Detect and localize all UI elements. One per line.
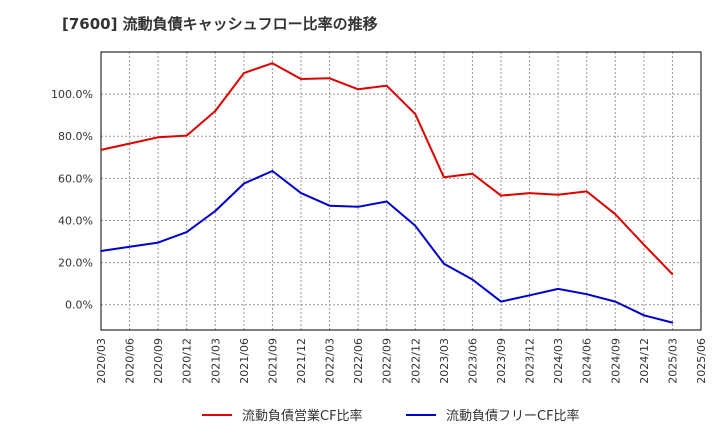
x-tick-label: 2020/03: [95, 338, 108, 384]
data-point: [385, 84, 388, 87]
x-tick-label: 2022/09: [381, 338, 394, 384]
data-point: [357, 205, 359, 208]
data-point: [671, 273, 674, 275]
x-axis-ticks: 2020/03 2020/06 2020/09 2020/12 2021/03 2021/…: [95, 338, 708, 384]
data-point: [100, 250, 102, 252]
legend-item-operating-cf: 流動負債営業CF比率: [202, 405, 363, 424]
data-point: [614, 213, 617, 215]
data-point: [185, 231, 188, 233]
data-point: [614, 300, 617, 303]
data-point: [585, 293, 588, 295]
y-tick-label: 0.0%: [65, 299, 93, 312]
x-tick-label: 2024/12: [638, 338, 651, 384]
x-tick-label: 2025/06: [695, 338, 708, 384]
x-tick-label: 2023/12: [524, 338, 537, 384]
data-point: [471, 278, 474, 281]
x-tick-label: 2021/03: [209, 338, 222, 384]
data-point: [414, 113, 417, 115]
data-point: [500, 194, 502, 197]
x-tick-label: 2020/06: [124, 338, 137, 384]
data-point: [585, 190, 588, 193]
data-point: [328, 204, 331, 207]
data-point: [528, 294, 531, 297]
grid-lines: [100, 52, 702, 330]
plot-frame: [100, 51, 702, 331]
data-point: [357, 88, 359, 91]
data-point: [271, 62, 274, 64]
x-tick-label: 2020/09: [152, 338, 165, 384]
legend-swatch-operating-cf: [202, 413, 232, 416]
y-tick-label: 40.0%: [58, 214, 93, 227]
data-point: [671, 321, 674, 324]
data-point: [443, 176, 445, 179]
x-tick-label: 2022/03: [324, 338, 337, 384]
data-point: [214, 210, 217, 212]
y-tick-label: 20.0%: [58, 257, 93, 270]
x-tick-label: 2024/03: [552, 338, 565, 384]
data-point: [643, 314, 645, 317]
data-point: [557, 193, 559, 196]
x-tick-label: 2021/09: [266, 338, 279, 384]
data-point: [414, 224, 417, 227]
legend-label-free-cf: 流動負債フリーCF比率: [446, 409, 580, 424]
data-point: [243, 72, 245, 74]
legend-swatch-free-cf: [406, 413, 436, 416]
data-point: [271, 170, 274, 172]
x-tick-label: 2021/06: [238, 338, 251, 384]
data-point: [157, 241, 159, 244]
legend-label-operating-cf: 流動負債営業CF比率: [242, 409, 363, 424]
data-point: [443, 262, 445, 265]
line-chart: 0.0%20.0%40.0%60.0%80.0%100.0% 2020/03 20…: [51, 51, 708, 384]
x-tick-label: 2021/12: [295, 338, 308, 384]
x-tick-label: 2025/03: [666, 338, 679, 384]
data-point: [157, 136, 159, 139]
data-point: [185, 134, 188, 137]
y-axis-ticks: 0.0% 20.0% 40.0% 60.0% 80.0% 100.0%: [51, 88, 93, 312]
x-tick-label: 2020/12: [181, 338, 194, 384]
y-tick-label: 80.0%: [58, 130, 93, 143]
legend-item-free-cf: 流動負債フリーCF比率: [406, 405, 580, 424]
data-point: [528, 192, 531, 194]
data-point: [471, 172, 474, 175]
data-point: [557, 288, 559, 290]
data-point: [385, 200, 388, 203]
x-tick-label: 2022/12: [409, 338, 422, 384]
x-tick-label: 2023/09: [495, 338, 508, 384]
data-point: [643, 243, 645, 246]
data-point: [300, 78, 302, 80]
data-point: [243, 182, 245, 185]
data-point: [100, 149, 102, 151]
x-tick-label: 2023/03: [438, 338, 451, 384]
series-lines: [100, 62, 674, 324]
data-point: [214, 110, 217, 112]
x-tick-label: 2022/06: [352, 338, 365, 384]
data-point: [128, 142, 131, 145]
legend: 流動負債営業CF比率 流動負債フリーCF比率: [0, 405, 720, 429]
y-tick-label: 60.0%: [58, 172, 93, 185]
x-tick-label: 2023/06: [466, 338, 479, 384]
data-point: [328, 77, 331, 80]
data-point: [300, 192, 302, 194]
y-tick-label: 100.0%: [51, 88, 93, 101]
x-tick-label: 2024/09: [609, 338, 622, 384]
data-point: [500, 300, 502, 303]
chart-title: [7600] 流動負債キャッシュフロー比率の推移: [62, 15, 378, 33]
x-tick-label: 2024/06: [581, 338, 594, 384]
data-point: [128, 246, 131, 248]
